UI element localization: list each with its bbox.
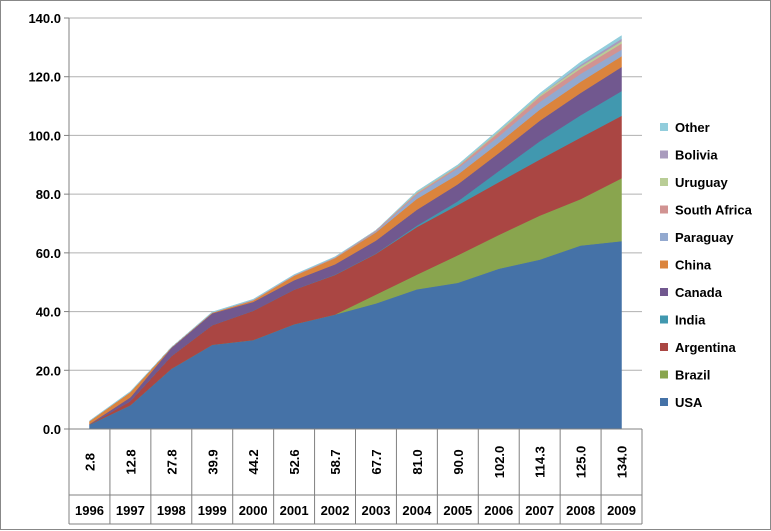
year-label: 1998 [157,503,186,518]
total-value-label: 125.0 [574,446,589,479]
year-label: 1997 [116,503,145,518]
legend-swatch-brazil [660,370,668,379]
legend: Other Bolivia Uruguay South Africa Paraguay C… [660,120,753,410]
total-value-label: 67.7 [369,449,384,474]
legend-swatch-india [660,315,668,324]
legend-label-china: China [675,258,712,273]
y-tick-label: 40.0 [36,305,61,320]
legend-label-south-africa: South Africa [675,203,753,218]
y-tick-label: 120.0 [28,70,61,85]
legend-swatch-china [660,260,668,269]
year-label: 2005 [443,503,472,518]
total-value-label: 39.9 [205,449,220,474]
year-label: 2008 [566,503,595,518]
total-value-label: 27.8 [164,449,179,474]
year-label: 1996 [75,503,104,518]
total-value-label: 90.0 [451,449,466,474]
total-value-label: 81.0 [410,449,425,474]
legend-swatch-argentina [660,343,668,351]
legend-label-paraguay: Paraguay [675,230,734,245]
legend-swatch-south-africa [660,205,668,214]
x-axis-table: 2.8 1996 12.8 1997 27.8 1998 39.9 1999 44.2 2000 5… [68,428,643,525]
y-tick-label: 80.0 [36,187,61,202]
year-label: 2009 [607,503,636,518]
year-label: 2002 [321,503,350,518]
year-label: 2001 [280,503,309,518]
legend-swatch-canada [660,288,668,296]
legend-label-argentina: Argentina [675,340,736,355]
y-tick-label: 20.0 [36,363,61,378]
legend-swatch-paraguay [660,233,668,241]
total-value-label: 134.0 [615,446,630,479]
total-value-label: 102.0 [492,446,507,479]
series-areas [89,35,622,430]
legend-swatch-uruguay [660,178,668,186]
legend-swatch-other [660,123,668,131]
legend-label-canada: Canada [675,285,723,300]
y-tick-label: 140.0 [28,11,61,26]
total-value-label: 114.3 [533,446,548,478]
year-label: 2007 [525,503,554,518]
year-label: 1999 [198,503,227,518]
total-value-label: 58.7 [328,449,343,474]
legend-swatch-usa [660,398,668,406]
area-other [89,35,622,422]
total-value-label: 2.8 [83,453,98,471]
year-label: 2000 [239,503,268,518]
total-value-label: 12.8 [123,449,138,474]
legend-label-uruguay: Uruguay [675,175,729,190]
year-label: 2003 [362,503,391,518]
y-tick-label: 60.0 [36,246,61,261]
year-label: 2004 [402,503,432,518]
legend-label-bolivia: Bolivia [675,148,718,163]
y-tick-label: 100.0 [28,128,61,143]
y-axis: 0.0 20.0 40.0 60.0 80.0 100.0 120.0 140.0 [28,11,70,437]
legend-label-other: Other [675,120,710,135]
total-value-label: 52.6 [287,449,302,474]
legend-label-brazil: Brazil [675,368,710,383]
legend-label-usa: USA [675,395,703,410]
total-value-label: 44.2 [246,449,261,474]
legend-label-india: India [675,313,706,328]
legend-swatch-bolivia [660,150,668,159]
y-tick-label: 0.0 [43,422,61,437]
year-label: 2006 [484,503,513,518]
